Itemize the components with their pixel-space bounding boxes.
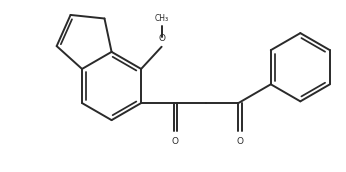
- Text: CH₃: CH₃: [155, 14, 169, 23]
- Text: O: O: [237, 137, 244, 146]
- Text: O: O: [172, 137, 179, 146]
- Text: O: O: [158, 34, 165, 43]
